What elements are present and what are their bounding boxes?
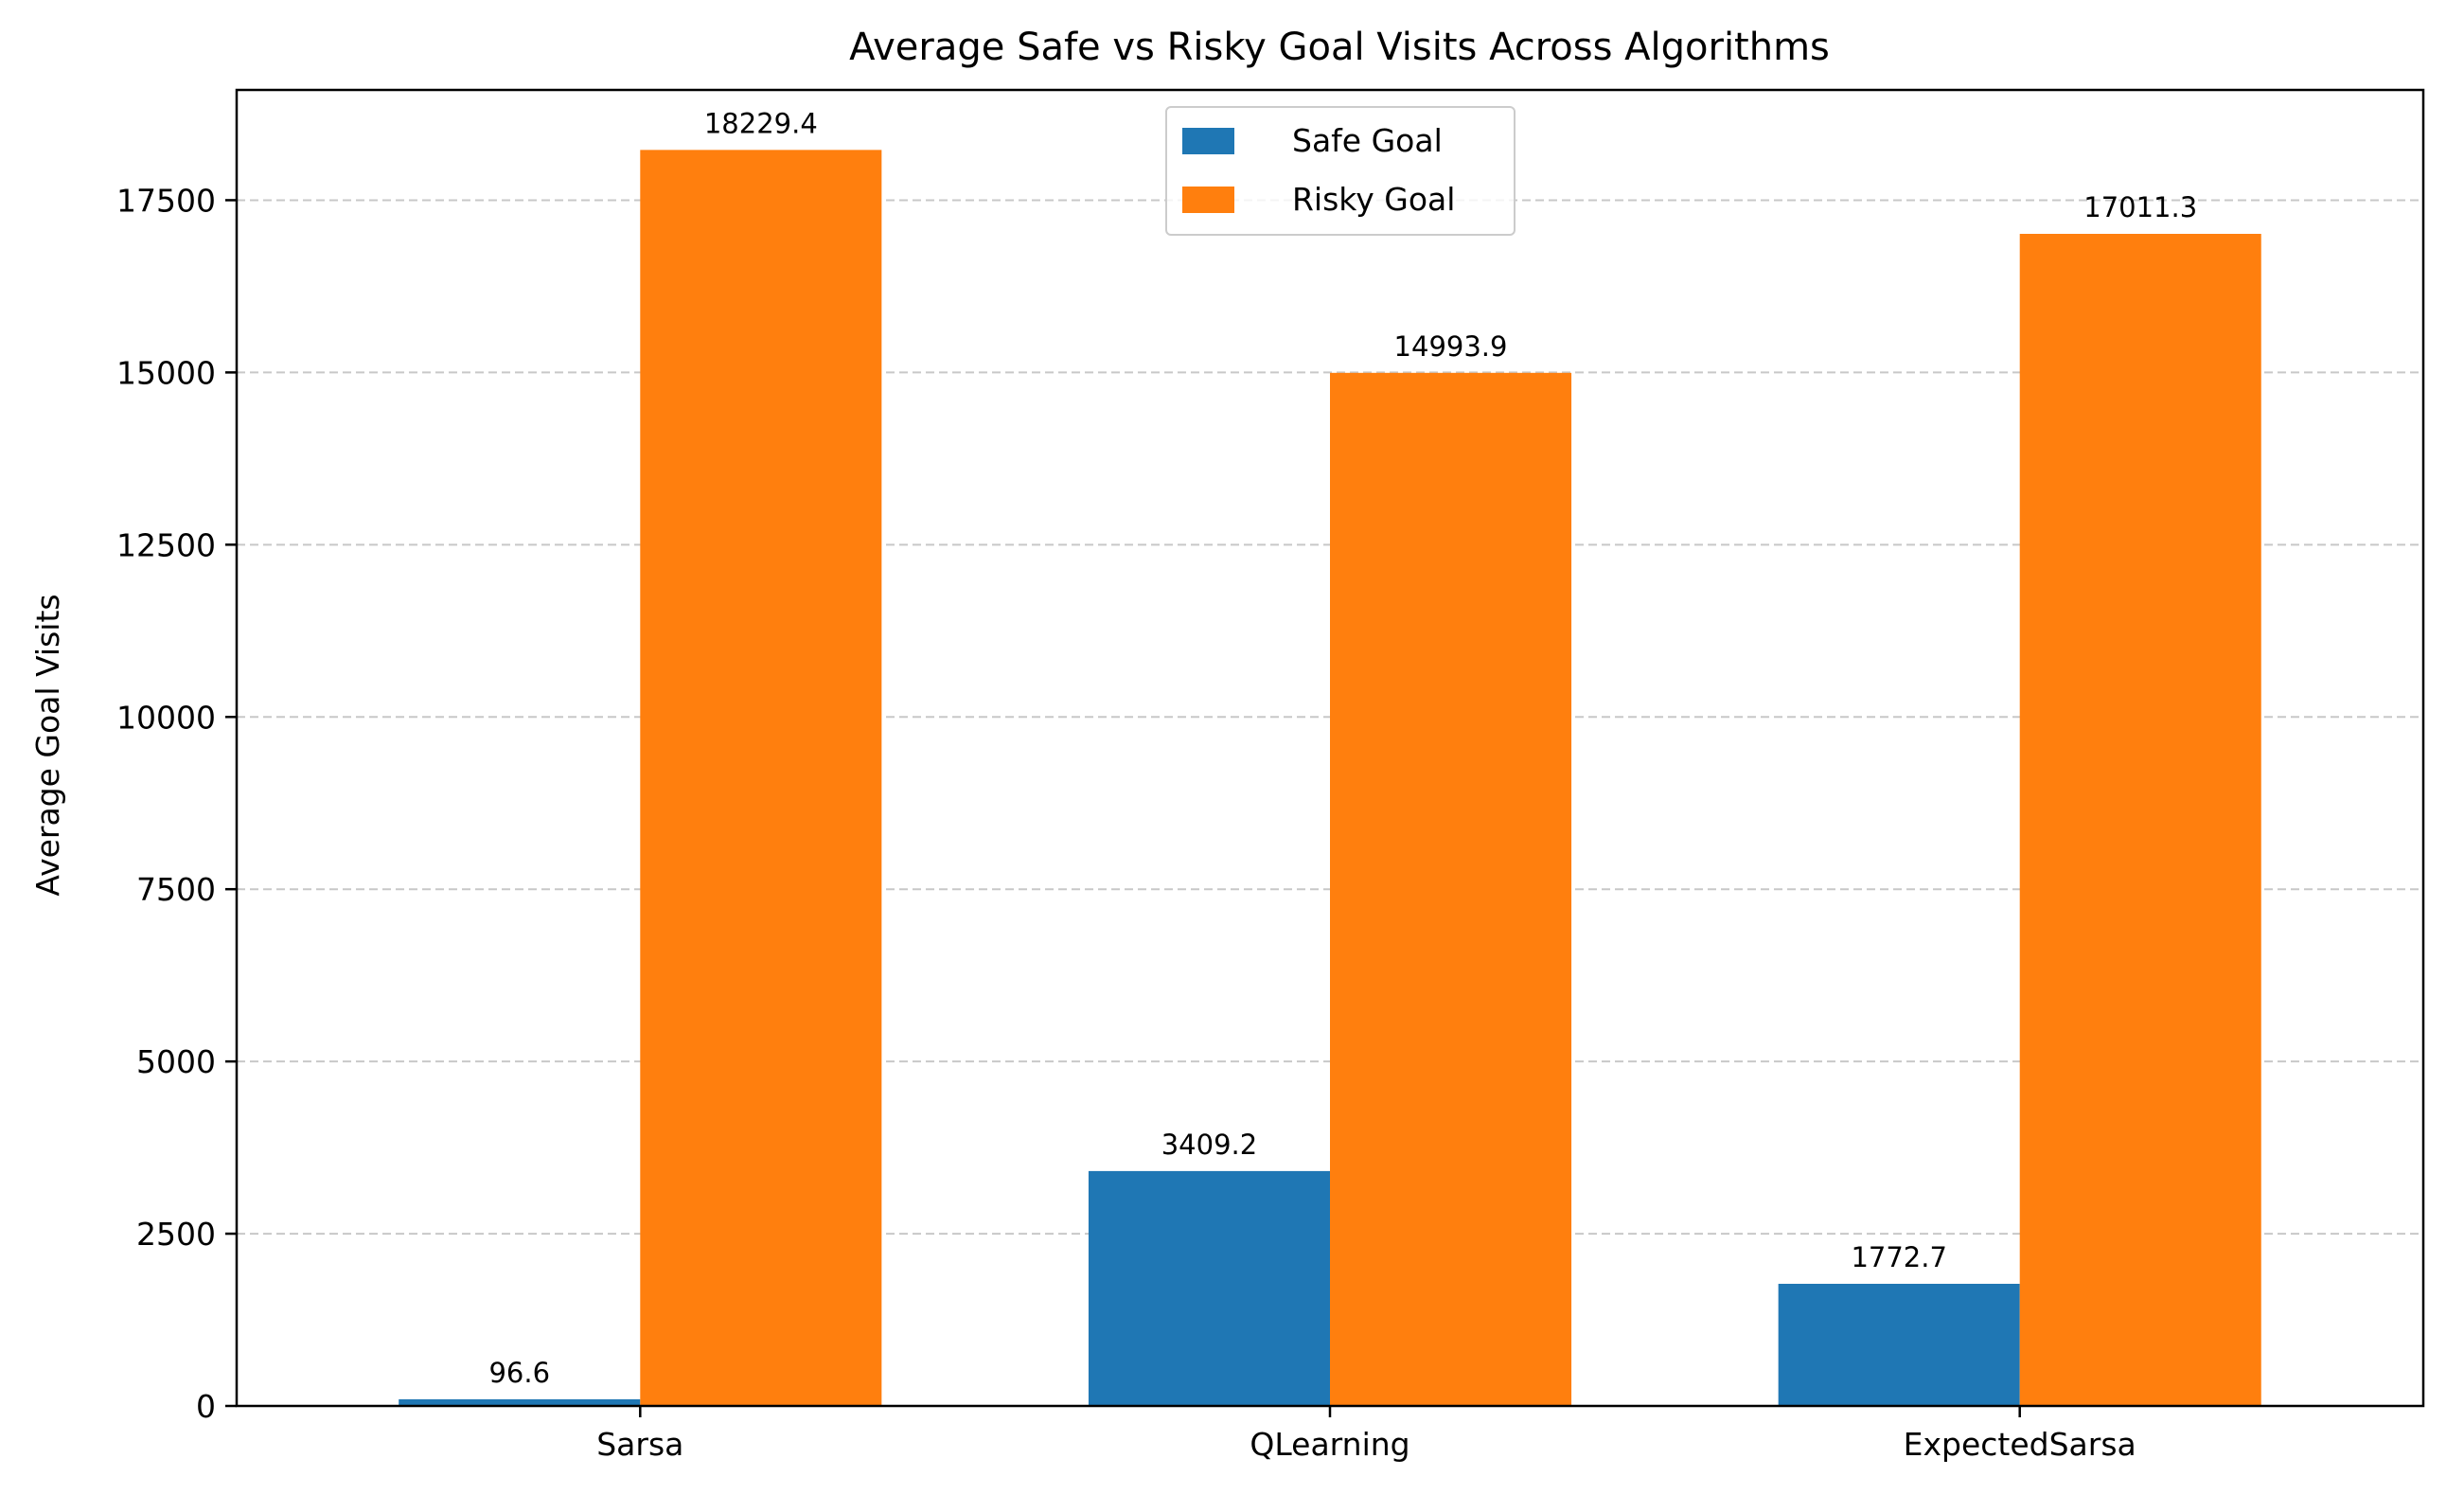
- x-tick-label: Sarsa: [596, 1426, 683, 1463]
- y-tick-label: 5000: [136, 1043, 216, 1080]
- legend-label-safe-goal: Safe Goal: [1292, 122, 1443, 159]
- bar-risky-goal: [640, 150, 882, 1407]
- y-tick-label: 12500: [116, 526, 216, 563]
- legend-swatch-safe-goal: [1182, 128, 1234, 154]
- y-tick-label: 7500: [136, 871, 216, 908]
- legend: Safe Goal Risky Goal: [1165, 106, 1516, 236]
- bar-safe-goal: [1778, 1283, 2020, 1406]
- data-label-safe-goal: 3409.2: [1161, 1129, 1257, 1161]
- legend-swatch-risky-goal: [1182, 187, 1234, 213]
- y-axis-label: Average Goal Visits: [29, 594, 66, 896]
- legend-label-risky-goal: Risky Goal: [1292, 181, 1455, 218]
- chart-title: Average Safe vs Risky Goal Visits Across…: [849, 26, 1830, 69]
- y-tick-label: 2500: [136, 1216, 216, 1253]
- bar-risky-goal: [2019, 234, 2261, 1406]
- bar-safe-goal: [1088, 1170, 1330, 1406]
- data-label-risky-goal: 17011.3: [2083, 191, 2197, 223]
- data-label-safe-goal: 96.6: [488, 1357, 550, 1389]
- data-labels: 96.6 3409.2 1772.7 18229.4 14993.9 17011.3: [488, 107, 2197, 1389]
- axis-ticks: 0 2500 5000 7500 10000 12500 15000 17500 Sarsa QL…: [116, 182, 2136, 1463]
- x-tick-label: ExpectedSarsa: [1904, 1426, 2136, 1463]
- y-tick-label: 0: [196, 1388, 216, 1425]
- bar-risky-goal: [1330, 372, 1572, 1406]
- y-tick-label: 17500: [116, 182, 216, 219]
- x-tick-label: QLearning: [1250, 1426, 1409, 1463]
- y-tick-label: 10000: [116, 699, 216, 736]
- y-tick-label: 15000: [116, 354, 216, 391]
- bar-safe-goal: [399, 1398, 641, 1406]
- bars: [399, 150, 2261, 1407]
- data-label-risky-goal: 18229.4: [704, 107, 818, 139]
- data-label-risky-goal: 14993.9: [1394, 330, 1508, 363]
- data-label-safe-goal: 1772.7: [1851, 1241, 1946, 1273]
- legend-frame: [1165, 106, 1516, 236]
